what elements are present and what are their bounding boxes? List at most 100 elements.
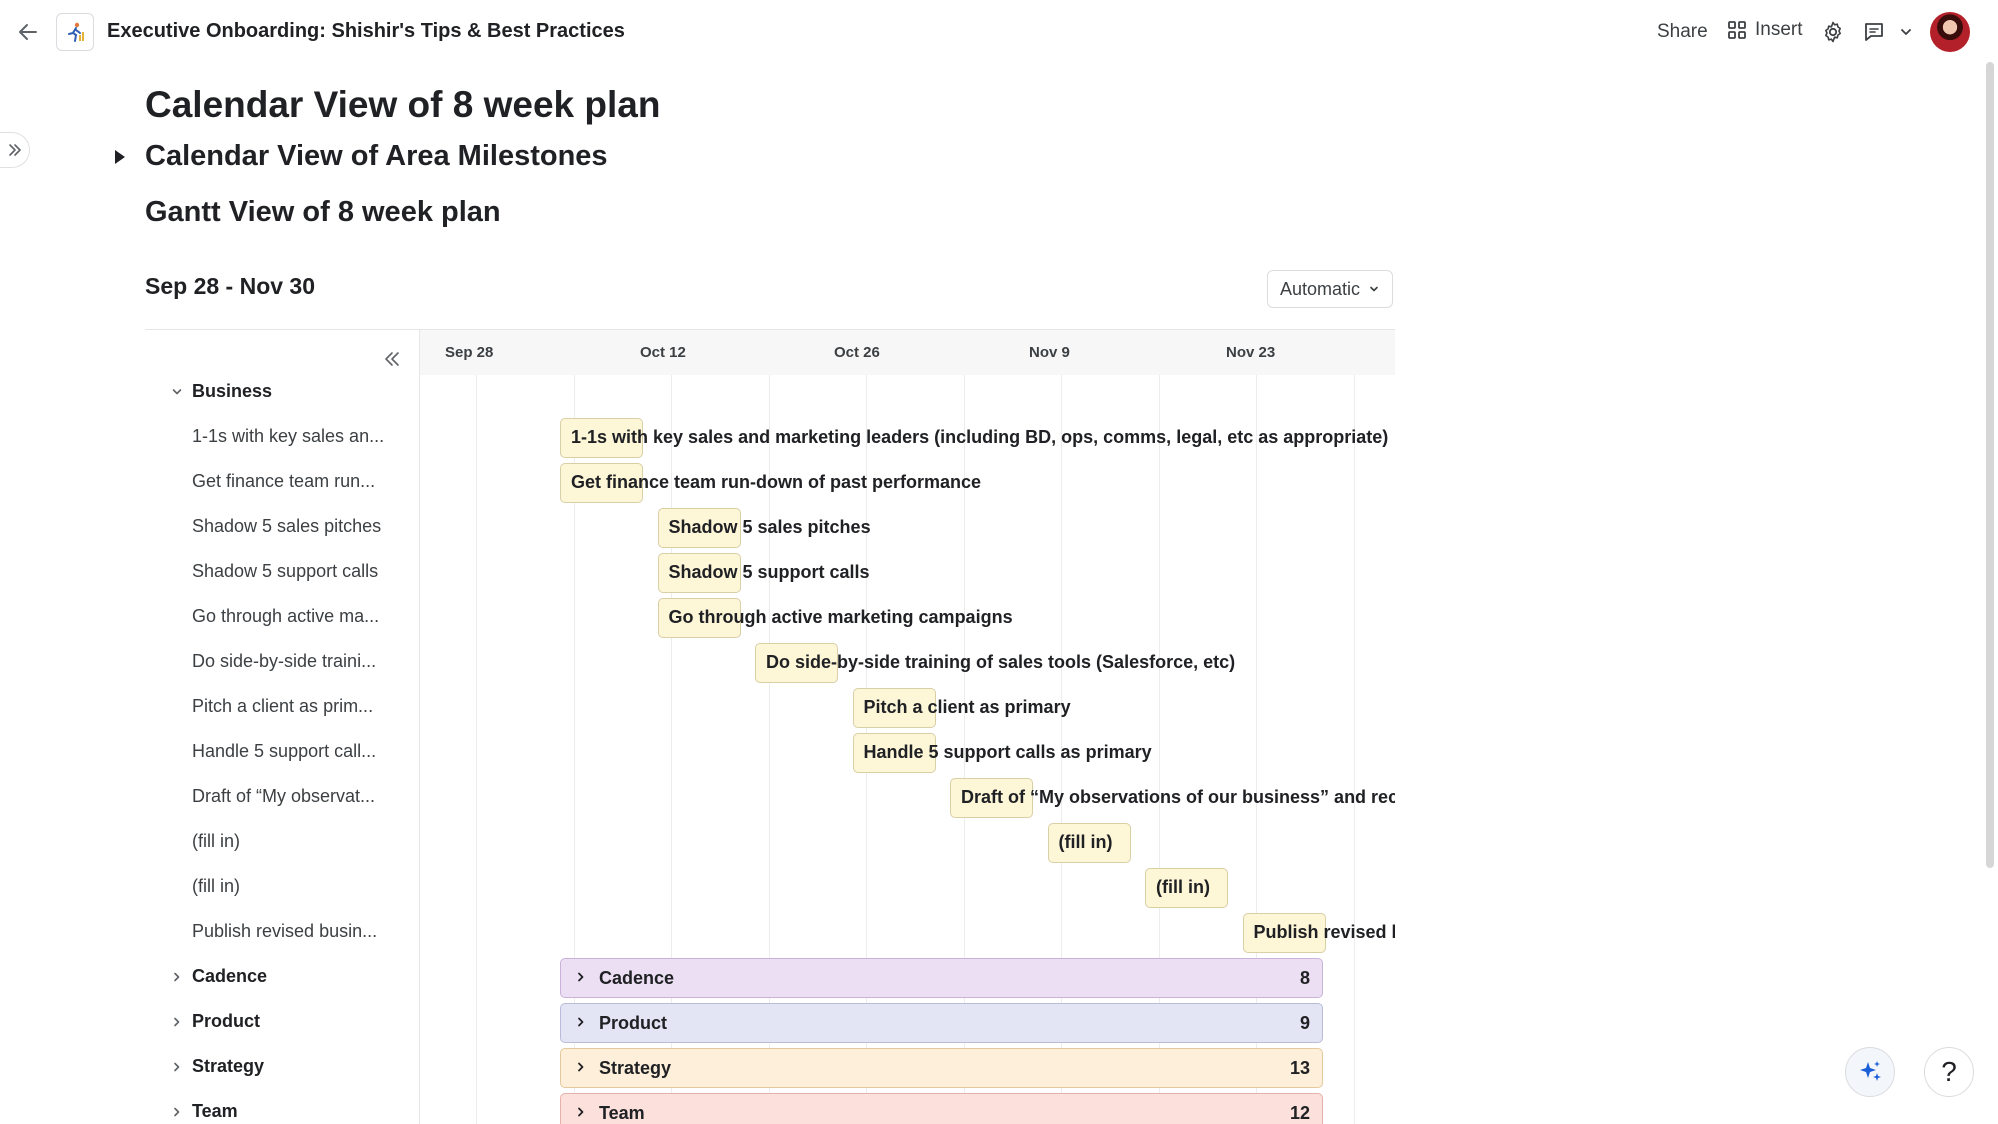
task-bar[interactable] [657, 508, 741, 548]
timeline-header: Sep 28 Oct 12 Oct 26 Nov 9 Nov 23 [420, 330, 1395, 375]
gantt-chart: Business 1-1s with key sales an... Get fin… [145, 329, 1395, 1124]
doc-icon[interactable] [56, 13, 94, 51]
timeline-gridline [1158, 375, 1160, 1124]
group-bar-count: 13 [1289, 1057, 1310, 1078]
task-bar[interactable] [657, 553, 741, 593]
date-range-label: Sep 28 - Nov 30 [145, 273, 316, 299]
group-row-strategy[interactable]: Strategy [170, 1056, 264, 1077]
group-bar-label: Strategy [599, 1057, 672, 1078]
task-row[interactable]: Shadow 5 support calls [192, 561, 379, 581]
insert-label: Insert [1755, 19, 1803, 40]
task-bar[interactable] [1242, 913, 1326, 953]
help-button[interactable]: ? [1924, 1047, 1974, 1097]
back-button[interactable] [14, 18, 42, 46]
task-bar[interactable] [657, 598, 741, 638]
top-bar: Executive Onboarding: Shishir's Tips & B… [0, 0, 1998, 64]
task-row[interactable]: Handle 5 support call... [192, 741, 377, 761]
chevron-right-icon [170, 1105, 184, 1119]
task-row[interactable]: Shadow 5 sales pitches [192, 516, 382, 536]
group-bar-count: 9 [1299, 1012, 1310, 1033]
settings-button[interactable] [1821, 20, 1847, 46]
gantt-timeline: Sep 28 Oct 12 Oct 26 Nov 9 Nov 23 1-1s with … [420, 330, 1395, 1124]
group-bar-count: 12 [1289, 1102, 1310, 1123]
avatar[interactable] [1930, 12, 1970, 52]
timeline-date-label: Sep 28 [445, 344, 494, 361]
task-bar[interactable] [560, 463, 643, 503]
gear-icon [1825, 21, 1841, 43]
triangle-right-icon [115, 150, 125, 164]
timeline-gridline [1061, 375, 1062, 1124]
collapsible-toggle[interactable] [113, 148, 127, 166]
task-bar[interactable] [560, 418, 643, 458]
task-bar-label: 1-1s with key sales and marketing leader… [571, 427, 1389, 447]
task-bar[interactable] [1145, 868, 1228, 908]
task-row[interactable]: Draft of “My observat... [192, 786, 376, 806]
sparkle-icon [1860, 1061, 1881, 1081]
page-scrollbar[interactable] [1986, 62, 1994, 868]
group-row-label: Team [192, 1101, 238, 1121]
timeline-gridline [1256, 375, 1257, 1124]
group-row-label: Cadence [192, 966, 268, 986]
share-button[interactable]: Share [1657, 21, 1708, 42]
task-bar[interactable] [852, 733, 936, 773]
timeline-date-label: Nov 9 [1029, 344, 1070, 361]
task-bar[interactable] [950, 778, 1033, 818]
task-row[interactable]: Pitch a client as prim... [192, 696, 374, 716]
chevron-right-icon [170, 970, 184, 984]
running-figure-icon [68, 22, 84, 42]
task-row[interactable]: Go through active ma... [192, 606, 380, 626]
group-row-label: Product [192, 1011, 261, 1031]
task-bar[interactable] [755, 643, 838, 683]
group-bar-product[interactable]: Product 9 [560, 1003, 1323, 1043]
group-row-team[interactable]: Team [170, 1101, 238, 1122]
chevron-right-icon [170, 1015, 184, 1029]
gantt-row-list: Business 1-1s with key sales an... Get fin… [145, 330, 420, 1124]
task-bar[interactable] [1047, 823, 1131, 863]
gantt-heading: Gantt View of 8 week plan [145, 196, 501, 228]
group-bar-team[interactable]: Team 12 [560, 1093, 1323, 1124]
timeline-gridline [476, 375, 477, 1124]
group-row-business[interactable]: Business [170, 381, 272, 402]
chevron-right-icon [170, 1060, 184, 1074]
collapse-row-list-button[interactable] [381, 348, 403, 370]
double-chevron-left-icon [385, 352, 399, 366]
group-row-cadence[interactable]: Cadence [170, 966, 267, 987]
task-row[interactable]: Do side-by-side traini... [192, 651, 377, 671]
timeline-gridline [573, 375, 575, 1124]
group-row-label: Business [192, 381, 273, 401]
timeline-date-label: Nov 23 [1226, 344, 1276, 361]
view-scale-select[interactable]: Automatic [1267, 270, 1393, 308]
task-row[interactable]: Publish revised busin... [192, 921, 378, 941]
task-row[interactable]: Get finance team run... [192, 471, 376, 491]
task-row[interactable]: 1-1s with key sales an... [192, 426, 385, 446]
group-bar-label: Cadence [599, 967, 675, 988]
chevron-down-icon [1370, 286, 1378, 292]
chevron-right-icon [575, 1061, 589, 1075]
timeline-gridline [768, 375, 770, 1124]
area-milestones-heading: Calendar View of Area Milestones [145, 140, 608, 172]
timeline-gridline [1353, 375, 1355, 1124]
grid-icon [1728, 21, 1746, 39]
ai-assistant-button[interactable] [1845, 1047, 1895, 1097]
comments-button[interactable] [1862, 20, 1888, 46]
arrow-left-icon [19, 24, 37, 40]
task-bar[interactable] [852, 688, 936, 728]
group-row-product[interactable]: Product [170, 1011, 260, 1032]
sidebar-expand-button[interactable] [0, 132, 30, 168]
insert-button[interactable]: Insert [1727, 19, 1803, 41]
group-bar-strategy[interactable]: Strategy 13 [560, 1048, 1323, 1088]
comment-icon [1865, 23, 1883, 41]
timeline-gridline [671, 375, 672, 1124]
timeline-date-label: Oct 26 [834, 344, 880, 361]
chevron-right-icon [575, 971, 589, 985]
timeline-date-label: Oct 12 [640, 344, 686, 361]
group-row-label: Strategy [192, 1056, 265, 1076]
group-bar-label: Product [599, 1012, 668, 1033]
task-row[interactable]: (fill in) [192, 831, 240, 851]
view-scale-value: Automatic [1279, 278, 1361, 299]
group-bar-cadence[interactable]: Cadence 8 [560, 958, 1323, 998]
comments-dropdown-button[interactable] [1898, 24, 1914, 40]
doc-title: Executive Onboarding: Shishir's Tips & B… [107, 20, 625, 42]
page-title: Calendar View of 8 week plan [145, 84, 661, 125]
task-row[interactable]: (fill in) [192, 876, 240, 896]
